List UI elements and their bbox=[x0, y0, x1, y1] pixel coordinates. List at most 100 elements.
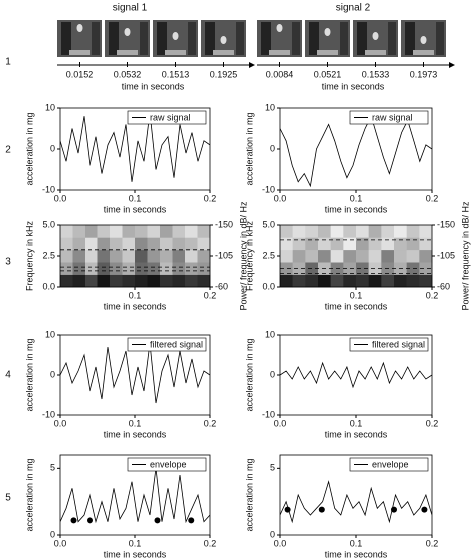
heat-cell bbox=[185, 249, 198, 263]
x-tick-label: 0.0 bbox=[274, 418, 287, 428]
marker bbox=[284, 506, 291, 513]
heat-cell bbox=[394, 249, 407, 263]
plot-frame bbox=[279, 454, 433, 536]
heat-cell bbox=[122, 225, 136, 238]
heat-cell bbox=[60, 225, 73, 238]
heat-cell bbox=[280, 249, 293, 263]
heat-cell bbox=[160, 237, 173, 251]
heat-cell bbox=[330, 237, 344, 251]
heat-cell bbox=[110, 225, 123, 238]
legend-label: envelope bbox=[150, 459, 187, 469]
x-axis-label: time in seconds bbox=[325, 549, 388, 559]
frame-time: 0.1925 bbox=[210, 69, 238, 79]
legend-label: envelope bbox=[372, 459, 409, 469]
frame-shade bbox=[292, 22, 300, 55]
heat-cell bbox=[305, 274, 319, 288]
x-axis-label: time in seconds bbox=[325, 429, 388, 439]
frame-shade bbox=[140, 22, 148, 55]
y-axis-label: Frequency in kHz bbox=[24, 220, 34, 291]
plot-frame bbox=[59, 454, 211, 536]
heat-cell bbox=[292, 262, 306, 275]
x-tick-label: 0.1 bbox=[129, 538, 142, 548]
heat-cell bbox=[172, 262, 186, 275]
y-tick-label: 5 bbox=[50, 463, 55, 473]
y-axis-label: acceleration in mg bbox=[24, 458, 34, 531]
x-tick-label: 0.0 bbox=[54, 418, 67, 428]
heat-cell bbox=[292, 237, 306, 251]
heat-cell bbox=[60, 237, 73, 251]
x-axis-label: time in seconds bbox=[104, 549, 167, 559]
heat-cell bbox=[185, 262, 198, 275]
frame-shade bbox=[92, 22, 100, 55]
marker bbox=[421, 506, 428, 513]
y-axis-label: Frequency in kHz bbox=[244, 220, 254, 291]
y-tick-label: -10 bbox=[262, 184, 275, 194]
heat-cell bbox=[147, 249, 161, 263]
frame-shade bbox=[61, 22, 71, 55]
heat-cell bbox=[419, 225, 433, 238]
x-axis-label: time in seconds bbox=[325, 204, 388, 214]
frame-time: 0.1533 bbox=[362, 69, 390, 79]
heat-cell bbox=[97, 262, 111, 275]
y-tick-label: 0 bbox=[50, 143, 55, 153]
y2-axis-label: Power/ frequency in dB/ Hz bbox=[460, 201, 470, 311]
heat-cell bbox=[135, 225, 148, 238]
heat-cell bbox=[60, 274, 73, 288]
y-tick-label: 5 bbox=[270, 463, 275, 473]
plot-frame bbox=[279, 334, 433, 416]
liquid bbox=[413, 50, 434, 55]
y-tick-label: 0 bbox=[270, 143, 275, 153]
heat-cell bbox=[356, 237, 369, 251]
heat-cell bbox=[406, 274, 420, 288]
liquid bbox=[117, 50, 138, 55]
heat-cell bbox=[160, 274, 173, 288]
heat-cell bbox=[110, 249, 123, 263]
heat-cell bbox=[305, 237, 319, 251]
x-axis-label: time in seconds bbox=[104, 429, 167, 439]
column-title: signal 1 bbox=[113, 3, 148, 14]
heat-cell bbox=[343, 225, 357, 238]
legend-label: filtered signal bbox=[150, 339, 203, 349]
frame-shade bbox=[205, 22, 215, 55]
heat-cell bbox=[110, 237, 123, 251]
marker bbox=[318, 506, 325, 513]
heat-cell bbox=[72, 237, 86, 251]
x-tick-label: 0.2 bbox=[426, 193, 439, 203]
heat-cell bbox=[110, 262, 123, 275]
y-tick-label: -10 bbox=[42, 409, 55, 419]
plot-frame bbox=[59, 107, 211, 191]
row-label: 4 bbox=[5, 370, 11, 381]
signal-line bbox=[280, 480, 432, 524]
heat-cell bbox=[356, 225, 369, 238]
heat-cell bbox=[135, 274, 148, 288]
y2-axis-label: Power/ frequency in dB/ Hz bbox=[238, 201, 248, 311]
heat-cell bbox=[197, 249, 211, 263]
heat-cell bbox=[197, 262, 211, 275]
frame-time: 0.0521 bbox=[314, 69, 342, 79]
heat-cell bbox=[368, 262, 382, 275]
heat-cell bbox=[172, 225, 186, 238]
x-tick-label: 0.2 bbox=[426, 538, 439, 548]
liquid bbox=[365, 50, 386, 55]
liquid bbox=[165, 50, 186, 55]
heat-cell bbox=[406, 225, 420, 238]
x-tick-label: 0.1 bbox=[350, 418, 363, 428]
heat-cell bbox=[381, 225, 395, 238]
y-axis-label: acceleration in mg bbox=[24, 338, 34, 411]
y-tick-label: 10 bbox=[45, 102, 55, 112]
frame-shade bbox=[109, 22, 119, 55]
x-tick-label: 0.1 bbox=[350, 290, 363, 300]
heat-cell bbox=[368, 249, 382, 263]
heat-cell bbox=[147, 274, 161, 288]
x-tick-label: 0.0 bbox=[54, 193, 67, 203]
frame-time: 0.1513 bbox=[162, 69, 190, 79]
legend-box bbox=[127, 110, 207, 125]
heat-cell bbox=[330, 274, 344, 288]
heat-cell bbox=[368, 225, 382, 238]
frame-shade bbox=[188, 22, 196, 55]
y-tick-label: 10 bbox=[265, 329, 275, 339]
y-tick-label: 0.0 bbox=[42, 281, 55, 291]
heat-cell bbox=[60, 249, 73, 263]
heat-cell bbox=[419, 262, 433, 275]
